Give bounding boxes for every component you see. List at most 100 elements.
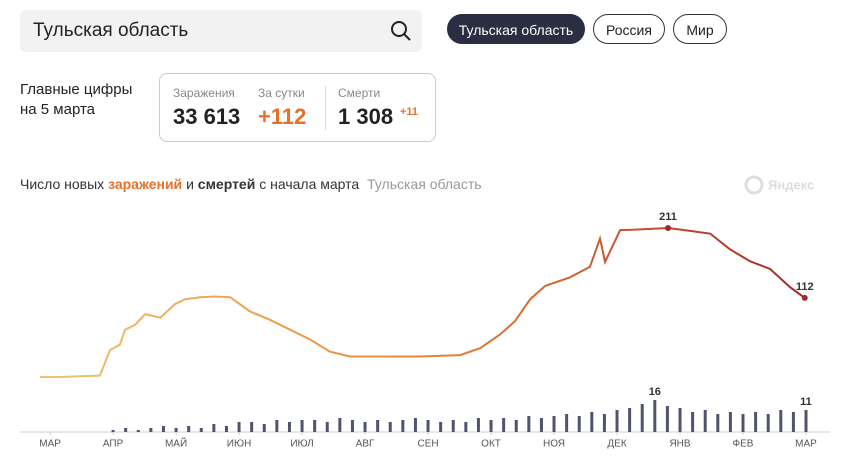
deaths-bar [224, 426, 228, 432]
deaths-bar [262, 424, 266, 432]
deaths-bar [527, 416, 531, 432]
deaths-bar [149, 428, 153, 432]
deaths-bar [199, 428, 203, 432]
infections-line [40, 226, 806, 378]
deaths-bar [451, 420, 455, 432]
card-value: 1 308 [338, 104, 394, 129]
deaths-bar [388, 422, 392, 432]
deaths-bar [124, 428, 128, 432]
summary-card: Заражения 33 613 За сутки +112 Смерти 1 … [159, 73, 436, 142]
deaths-bar [287, 422, 291, 432]
deaths-bar [174, 428, 178, 432]
x-tick-label: МАР [795, 439, 817, 450]
deaths-bar [791, 412, 795, 432]
x-tick-label: ОКТ [481, 439, 501, 450]
x-tick-label: АВГ [356, 439, 375, 450]
deaths-bar [552, 416, 556, 432]
deaths-bar [476, 418, 480, 432]
deaths-bar [464, 422, 468, 432]
deaths-bar [250, 422, 254, 432]
deaths-bar [325, 422, 329, 432]
deaths-bar [212, 424, 216, 432]
card-delta: +11 [400, 106, 419, 118]
deaths-bar [741, 414, 745, 432]
deaths-bar [766, 414, 770, 432]
deaths-bar [615, 410, 619, 432]
deaths-bar [111, 430, 115, 432]
x-tick-label: НОЯ [543, 439, 565, 450]
deaths-bar [426, 420, 430, 432]
search-icon[interactable] [390, 20, 412, 42]
data-label: 16 [649, 386, 661, 398]
deaths-bar [338, 418, 342, 432]
divider [325, 86, 326, 130]
deaths-bar [779, 410, 783, 432]
x-tick-label: ДЕК [607, 439, 626, 450]
chart-subtitle: Тульская область [367, 176, 481, 192]
deaths-bar [514, 420, 518, 432]
data-label: 112 [796, 281, 814, 293]
deaths-bar [602, 414, 606, 432]
x-tick-label: СЕН [417, 439, 438, 450]
deaths-bar [678, 408, 682, 432]
summary-heading: Главные цифры на 5 марта [20, 81, 133, 118]
data-label: 211 [659, 211, 677, 223]
deaths-bar [565, 414, 569, 432]
x-tick-label: МАЙ [165, 437, 187, 450]
deaths-bar [376, 420, 380, 432]
deaths-bar [439, 422, 443, 432]
title-part: с начала марта [259, 176, 359, 192]
x-tick-label: ФЕВ [733, 439, 754, 450]
title-part: Число новых [20, 176, 104, 192]
deaths-bar [161, 426, 165, 432]
deaths-bar [728, 412, 732, 432]
deaths-bar [716, 414, 720, 432]
point [801, 294, 808, 301]
title-part: смертей [198, 176, 256, 192]
deaths-bar [640, 404, 644, 432]
deaths-bar [413, 418, 417, 432]
deaths-bar [703, 410, 707, 432]
chart-title: Число новых заражений и смертей с начала… [20, 176, 482, 192]
x-tick-label: ЯНВ [669, 439, 690, 450]
deaths-bar [489, 420, 493, 432]
data-label: 11 [800, 396, 812, 408]
deaths-bar [300, 420, 304, 432]
card-label: За сутки [258, 86, 305, 100]
deaths-bar [539, 418, 543, 432]
deaths-bar [691, 412, 695, 432]
deaths-bar [590, 412, 594, 432]
card-value: +112 [258, 104, 307, 129]
deaths-bar [313, 420, 317, 432]
deaths-bar [665, 406, 669, 432]
logo-icon [744, 175, 764, 195]
x-tick-label: АПР [103, 439, 124, 450]
tab[interactable]: Россия [593, 14, 665, 44]
deaths-bar [804, 410, 808, 432]
tab[interactable]: Мир [673, 14, 727, 44]
tab[interactable]: Тульская область [447, 14, 585, 44]
deaths-bar [275, 420, 279, 432]
x-tick-label: МАР [39, 439, 61, 450]
search-query: Тульская область [33, 20, 189, 41]
point [665, 225, 672, 231]
title-part: и [186, 176, 194, 192]
deaths-bar [363, 422, 367, 432]
watermark: Яндекс [768, 177, 814, 192]
x-tick-label: ИЮН [227, 439, 252, 450]
search-box[interactable]: Тульская область [20, 10, 422, 52]
deaths-bar [350, 420, 354, 432]
deaths-bar [754, 412, 758, 432]
deaths-bar [502, 418, 506, 432]
deaths-bar [187, 426, 191, 432]
card-label: Смерти [338, 86, 381, 100]
deaths-bar [237, 422, 241, 432]
card-value: 33 613 [173, 104, 241, 129]
deaths-bar [577, 416, 581, 432]
x-tick-label: ИЮЛ [290, 439, 313, 450]
deaths-bar [653, 400, 657, 432]
deaths-bar [136, 430, 140, 432]
card-label: Заражения [173, 86, 235, 100]
